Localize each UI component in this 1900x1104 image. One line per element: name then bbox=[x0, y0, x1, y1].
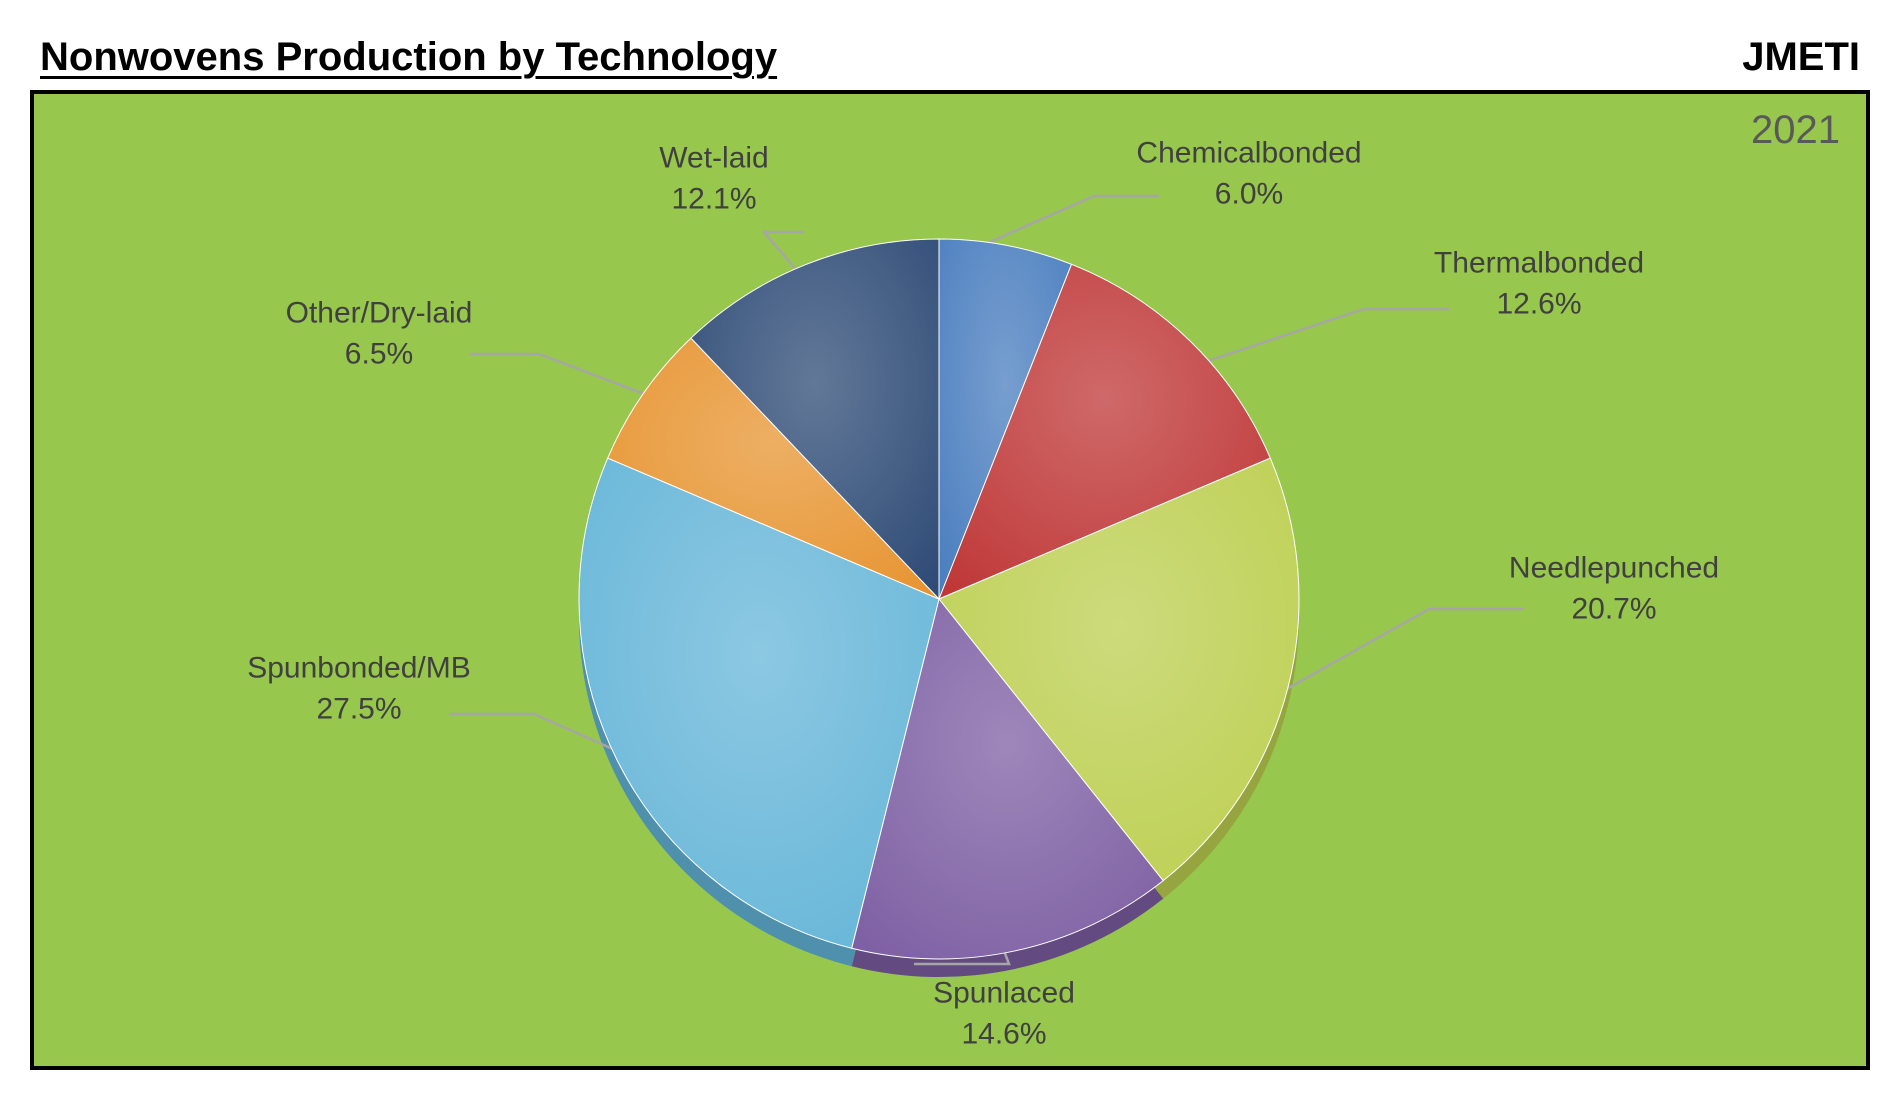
slice-label-percent: 12.6% bbox=[1434, 284, 1644, 325]
slice-label-percent: 12.1% bbox=[659, 179, 768, 220]
leader-line bbox=[1269, 609, 1524, 699]
slice-label-name: Thermalbonded bbox=[1434, 244, 1644, 285]
slice-label-name: Wet-laid bbox=[659, 139, 768, 180]
slice-label-name: Spunlaced bbox=[933, 974, 1075, 1015]
slice-label-percent: 20.7% bbox=[1509, 589, 1719, 630]
slice-label-name: Spunbonded/MB bbox=[247, 649, 471, 690]
slice-label: Wet-laid12.1% bbox=[659, 139, 768, 220]
chart-background: 2021 Chemicalbonded6.0%Thermalbonded12.6… bbox=[34, 94, 1866, 1066]
chart-title: Nonwovens Production by Technology bbox=[40, 35, 777, 80]
slice-label: Chemicalbonded6.0% bbox=[1136, 134, 1361, 215]
slice-label-name: Other/Dry-laid bbox=[286, 294, 473, 335]
slice-label: Needlepunched20.7% bbox=[1509, 549, 1719, 630]
slice-label: Spunbonded/MB27.5% bbox=[247, 649, 471, 730]
slice-label: Other/Dry-laid6.5% bbox=[286, 294, 473, 375]
brand-label: JMETI bbox=[1742, 35, 1860, 80]
slice-label-percent: 14.6% bbox=[933, 1014, 1075, 1055]
chart-header: Nonwovens Production by Technology JMETI bbox=[0, 0, 1900, 90]
slice-label-percent: 27.5% bbox=[247, 689, 471, 730]
slice-label-percent: 6.0% bbox=[1136, 174, 1361, 215]
slice-label: Spunlaced14.6% bbox=[933, 974, 1075, 1055]
leader-line bbox=[974, 196, 1159, 249]
slice-label-name: Chemicalbonded bbox=[1136, 134, 1361, 175]
slice-label-percent: 6.5% bbox=[286, 334, 473, 375]
chart-frame: 2021 Chemicalbonded6.0%Thermalbonded12.6… bbox=[30, 90, 1870, 1070]
leader-line bbox=[469, 354, 644, 394]
slice-label-name: Needlepunched bbox=[1509, 549, 1719, 590]
slice-label: Thermalbonded12.6% bbox=[1434, 244, 1644, 325]
